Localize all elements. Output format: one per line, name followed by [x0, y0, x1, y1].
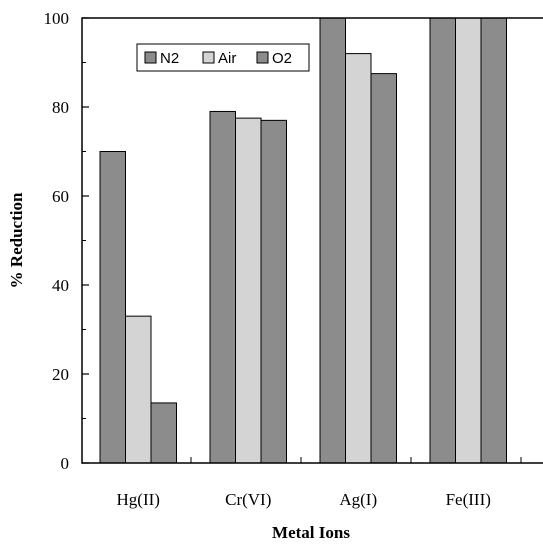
legend-label-o2: O2: [272, 50, 292, 67]
legend-label-air: Air: [218, 50, 236, 67]
legend-box: [136, 43, 310, 72]
bars-layer: [99, 17, 507, 464]
bar-n2-0: [99, 151, 126, 464]
bar-n2-2: [319, 17, 346, 464]
x-category-label: Ag(I): [339, 490, 377, 509]
bar-o2-0: [150, 402, 177, 464]
legend-swatch-air: [202, 51, 215, 64]
y-tick-label: 100: [44, 9, 70, 28]
y-axis-title: % Reduction: [7, 192, 26, 288]
legend: N2 Air O2: [136, 43, 310, 72]
bar-air-2: [345, 53, 372, 464]
legend-label-n2: N2: [160, 50, 179, 67]
legend-swatch-n2: [144, 51, 157, 64]
x-axis: Hg(II) Cr(VI) Ag(I) Fe(III): [117, 457, 522, 509]
bar-air-1: [235, 117, 262, 464]
y-axis: 0 20 40 60 80 100: [44, 9, 89, 473]
bar-air-3: [455, 17, 482, 464]
y-tick-label: 40: [52, 276, 69, 295]
bar-n2-1: [209, 110, 236, 464]
y-tick-label: 20: [52, 365, 69, 384]
bar-air-0: [125, 315, 152, 464]
y-tick-label: 0: [61, 454, 70, 473]
bar-o2-1: [260, 119, 287, 464]
bar-n2-3: [429, 17, 456, 464]
x-category-label: Hg(II): [117, 490, 160, 509]
x-category-label: Cr(VI): [225, 490, 271, 509]
bar-o2-3: [480, 17, 507, 464]
bar-o2-2: [370, 73, 397, 464]
y-tick-label: 60: [52, 187, 69, 206]
x-category-label: Fe(III): [446, 490, 491, 509]
x-axis-title: Metal Ions: [272, 523, 350, 542]
y-tick-label: 80: [52, 98, 69, 117]
legend-swatch-o2: [256, 51, 269, 64]
